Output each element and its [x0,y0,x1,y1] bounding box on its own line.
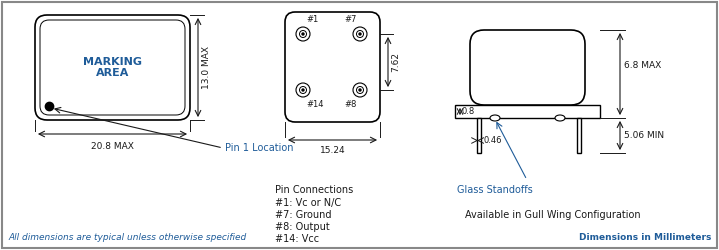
Text: Glass Standoffs: Glass Standoffs [457,185,533,195]
Circle shape [302,33,304,35]
Text: #7: Ground: #7: Ground [275,210,331,220]
Circle shape [359,89,361,91]
Text: 6.8 MAX: 6.8 MAX [624,62,661,70]
Text: #14: Vcc: #14: Vcc [275,234,319,244]
Bar [477,118,481,153]
Text: All dimensions are typical unless otherwise specified: All dimensions are typical unless otherw… [8,233,246,242]
Text: Dimensions in Millimeters: Dimensions in Millimeters [579,233,711,242]
Text: Pin Connections: Pin Connections [275,185,353,195]
Bar [455,105,600,118]
Text: 5.06 MIN: 5.06 MIN [624,131,664,140]
Circle shape [359,33,361,35]
Text: 0.46: 0.46 [483,136,501,145]
FancyBboxPatch shape [470,30,585,105]
Text: 13.0 MAX: 13.0 MAX [202,46,211,89]
Text: Available in Gull Wing Configuration: Available in Gull Wing Configuration [465,210,641,220]
Bar [577,118,581,153]
Text: 15.24: 15.24 [320,146,345,155]
Text: #14: #14 [306,100,324,109]
Text: #8: Output: #8: Output [275,222,330,232]
FancyBboxPatch shape [35,15,190,120]
Text: Pin 1 Location: Pin 1 Location [225,143,293,153]
Ellipse shape [490,115,500,121]
Circle shape [302,89,304,91]
FancyBboxPatch shape [285,12,380,122]
Text: 0.8: 0.8 [462,107,475,116]
Text: 7.62: 7.62 [391,52,400,72]
Text: MARKING
AREA: MARKING AREA [83,57,142,78]
Ellipse shape [555,115,565,121]
Text: 20.8 MAX: 20.8 MAX [91,142,134,151]
Text: #1: #1 [306,15,319,24]
Text: #7: #7 [344,15,357,24]
Text: #1: Vc or N/C: #1: Vc or N/C [275,198,341,208]
Text: #8: #8 [344,100,357,109]
